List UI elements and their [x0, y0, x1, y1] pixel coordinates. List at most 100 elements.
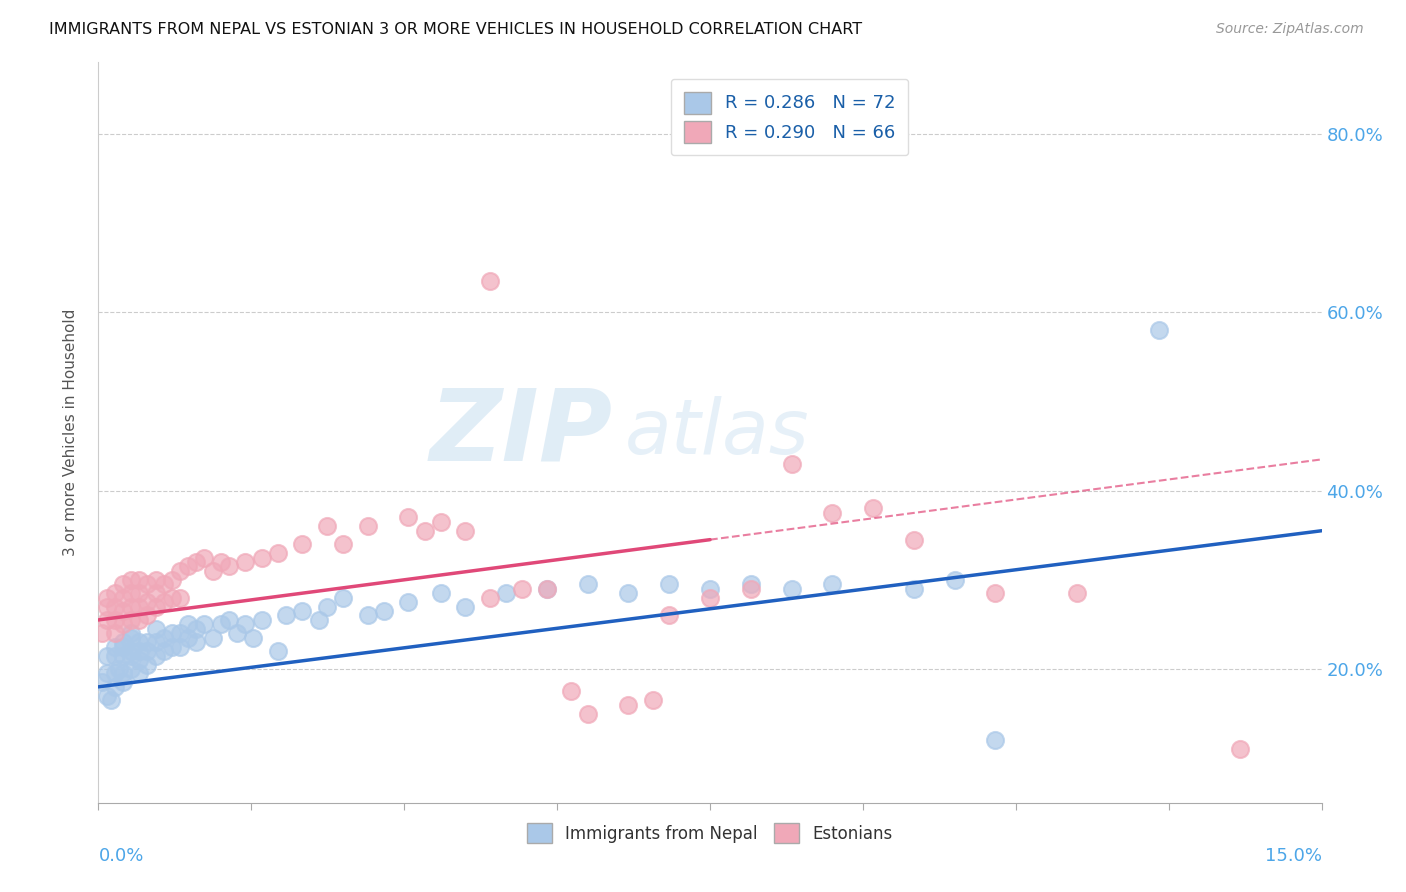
Point — [177, 631, 200, 645]
Point — [699, 582, 721, 596]
Point — [128, 613, 150, 627]
Point — [111, 640, 134, 654]
Point — [536, 582, 558, 596]
Point — [250, 613, 273, 627]
Point — [201, 564, 224, 578]
Point — [495, 586, 517, 600]
Point — [315, 519, 337, 533]
Point — [111, 617, 134, 632]
Text: atlas: atlas — [624, 396, 808, 469]
Point — [128, 635, 150, 649]
Point — [740, 577, 762, 591]
Point — [226, 626, 249, 640]
Point — [332, 591, 354, 605]
Point — [104, 613, 127, 627]
Point — [145, 599, 167, 614]
Point — [396, 595, 419, 609]
Point — [193, 550, 215, 565]
Point — [308, 613, 330, 627]
Point — [120, 662, 142, 676]
Point — [658, 608, 681, 623]
Point — [984, 733, 1007, 747]
Point — [111, 648, 134, 663]
Point — [152, 577, 174, 591]
Point — [145, 635, 167, 649]
Point — [96, 648, 118, 663]
Point — [267, 644, 290, 658]
Text: IMMIGRANTS FROM NEPAL VS ESTONIAN 3 OR MORE VEHICLES IN HOUSEHOLD CORRELATION CH: IMMIGRANTS FROM NEPAL VS ESTONIAN 3 OR M… — [49, 22, 862, 37]
Point — [145, 586, 167, 600]
Point — [617, 698, 640, 712]
Point — [373, 604, 395, 618]
Point — [177, 559, 200, 574]
Point — [145, 622, 167, 636]
Point — [160, 640, 183, 654]
Point — [740, 582, 762, 596]
Point — [903, 533, 925, 547]
Point — [104, 626, 127, 640]
Point — [120, 644, 142, 658]
Point — [821, 577, 844, 591]
Point — [145, 648, 167, 663]
Point — [186, 635, 208, 649]
Point — [96, 613, 118, 627]
Point — [658, 577, 681, 591]
Point — [104, 680, 127, 694]
Point — [536, 582, 558, 596]
Point — [91, 626, 114, 640]
Point — [478, 274, 501, 288]
Point — [356, 519, 378, 533]
Point — [332, 537, 354, 551]
Point — [233, 555, 256, 569]
Point — [209, 617, 232, 632]
Point — [186, 622, 208, 636]
Point — [160, 573, 183, 587]
Text: 15.0%: 15.0% — [1264, 847, 1322, 865]
Point — [903, 582, 925, 596]
Point — [128, 599, 150, 614]
Point — [242, 631, 264, 645]
Point — [136, 577, 159, 591]
Point — [274, 608, 297, 623]
Text: ZIP: ZIP — [429, 384, 612, 481]
Point — [862, 501, 884, 516]
Point — [100, 693, 122, 707]
Point — [136, 608, 159, 623]
Point — [128, 653, 150, 667]
Point — [430, 515, 453, 529]
Point — [209, 555, 232, 569]
Point — [96, 599, 118, 614]
Point — [821, 506, 844, 520]
Point — [169, 564, 191, 578]
Point — [454, 524, 477, 538]
Point — [136, 644, 159, 658]
Point — [267, 546, 290, 560]
Point — [128, 666, 150, 681]
Point — [111, 604, 134, 618]
Point — [201, 631, 224, 645]
Point — [699, 591, 721, 605]
Point — [120, 613, 142, 627]
Point — [193, 617, 215, 632]
Point — [104, 648, 127, 663]
Point — [218, 559, 240, 574]
Point — [96, 689, 118, 703]
Point — [160, 591, 183, 605]
Point — [152, 595, 174, 609]
Point — [111, 591, 134, 605]
Point — [1066, 586, 1088, 600]
Point — [169, 626, 191, 640]
Point — [111, 577, 134, 591]
Point — [413, 524, 436, 538]
Point — [169, 640, 191, 654]
Point — [128, 586, 150, 600]
Point — [454, 599, 477, 614]
Point — [576, 577, 599, 591]
Point — [108, 662, 131, 676]
Legend: Immigrants from Nepal, Estonians: Immigrants from Nepal, Estonians — [520, 816, 900, 850]
Point — [356, 608, 378, 623]
Point — [396, 510, 419, 524]
Point — [145, 573, 167, 587]
Point — [104, 586, 127, 600]
Point — [120, 599, 142, 614]
